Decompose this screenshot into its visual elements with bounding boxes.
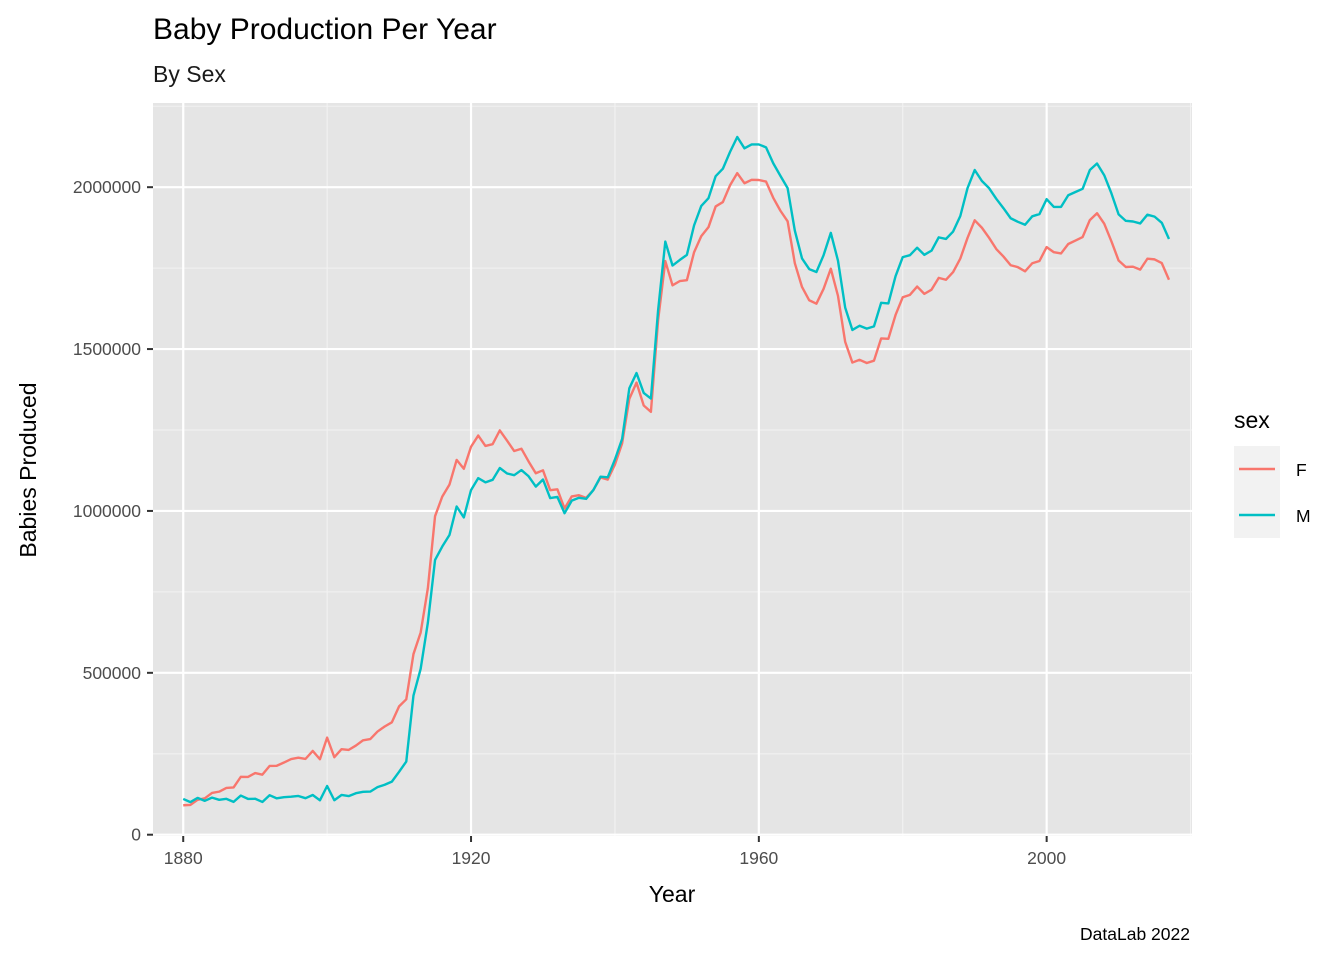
plot-panel bbox=[153, 103, 1192, 836]
series-line-f bbox=[183, 171, 1171, 807]
y-tick-label: 2000000 bbox=[73, 177, 141, 197]
x-axis-title: Year bbox=[649, 881, 696, 907]
x-tick-label: 1920 bbox=[452, 848, 491, 868]
y-tick-label: 0 bbox=[131, 825, 141, 845]
series-lines bbox=[182, 135, 1171, 807]
axis-ticks bbox=[147, 186, 1048, 842]
x-tick-labels: 1880 1920 1960 2000 bbox=[164, 848, 1067, 868]
legend-entries: FM bbox=[1234, 446, 1311, 538]
grid-minor bbox=[153, 103, 1192, 836]
chart-subtitle: By Sex bbox=[153, 61, 226, 87]
series-line-m bbox=[182, 135, 1171, 804]
y-tick-label: 1000000 bbox=[73, 501, 141, 521]
legend-label-f: F bbox=[1296, 460, 1307, 480]
legend-label-m: M bbox=[1296, 506, 1311, 526]
x-tick-label: 2000 bbox=[1027, 848, 1066, 868]
y-axis-title: Babies Produced bbox=[15, 382, 41, 557]
grid-major bbox=[153, 103, 1192, 836]
x-tick-label: 1960 bbox=[739, 848, 778, 868]
legend: sex FM bbox=[1234, 407, 1311, 538]
x-tick-label: 1880 bbox=[164, 848, 203, 868]
chart-caption: DataLab 2022 bbox=[1080, 924, 1190, 944]
legend-title: sex bbox=[1234, 407, 1270, 433]
chart-title: Baby Production Per Year bbox=[153, 13, 497, 46]
y-tick-labels: 0 500000 1000000 1500000 2000000 bbox=[73, 177, 141, 845]
y-tick-label: 1500000 bbox=[73, 339, 141, 359]
y-tick-label: 500000 bbox=[83, 663, 142, 683]
